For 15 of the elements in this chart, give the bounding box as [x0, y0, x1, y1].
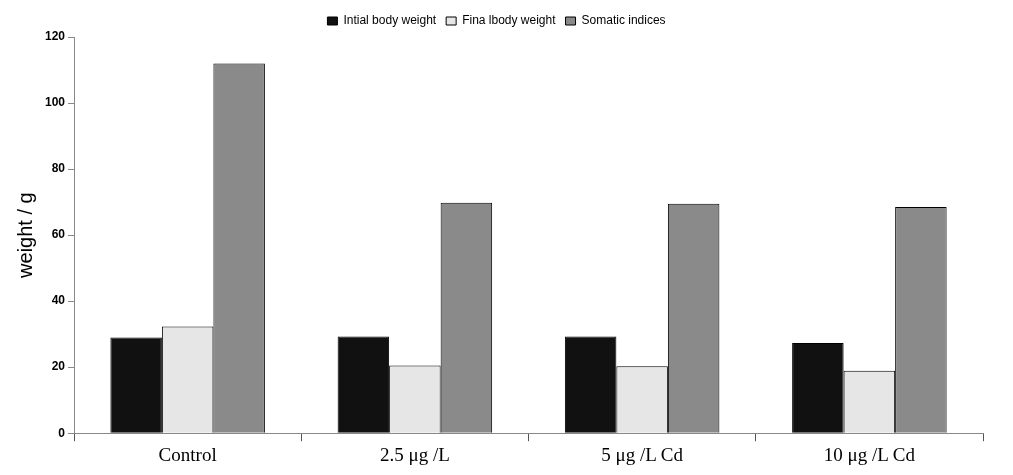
y-tick-label: 120	[44, 29, 66, 44]
y-axis-title: weight / g	[13, 192, 36, 279]
x-tick-label: 2.5 μg /L	[379, 443, 450, 465]
legend-label: Fina lbody weight	[462, 13, 557, 28]
y-tick-label: 100	[44, 95, 66, 110]
x-tick-label: 10 μg /L Cd	[823, 443, 916, 465]
x-tick-label: Control	[158, 443, 217, 465]
y-tick-label: 0	[58, 425, 66, 440]
y-tick-label: 40	[51, 293, 66, 308]
y-tick-label: 60	[51, 227, 66, 242]
legend-label: Somatic indices	[581, 13, 666, 28]
x-tick-label: 5 μg /L Cd	[601, 443, 684, 465]
y-tick-label: 80	[51, 161, 66, 176]
legend-label: Intial body weight	[343, 13, 437, 28]
y-tick-label: 20	[51, 359, 66, 374]
